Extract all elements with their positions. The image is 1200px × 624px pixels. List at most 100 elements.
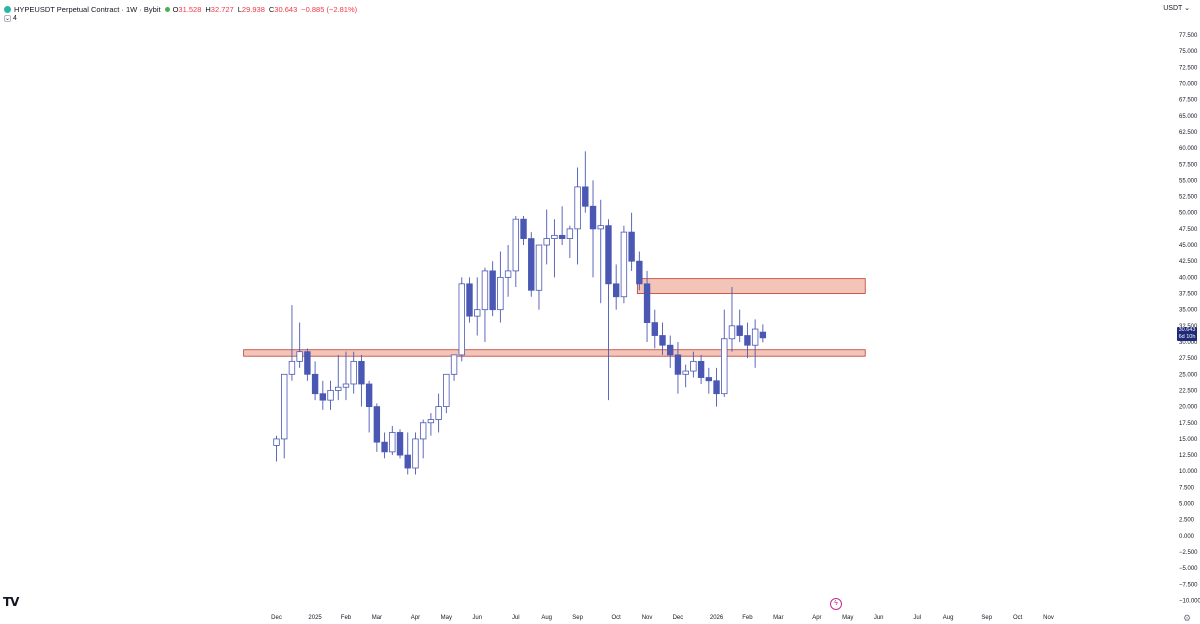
- time-tick-label: Oct: [612, 615, 622, 621]
- time-tick-label: Dec: [271, 615, 282, 621]
- candle: [659, 322, 666, 355]
- candle: [350, 351, 357, 394]
- candle-body-up: [597, 225, 604, 230]
- candle-body-down: [381, 441, 388, 453]
- candle: [751, 319, 759, 368]
- candle-body-down: [697, 360, 705, 378]
- candle: [674, 341, 682, 394]
- candle: [543, 209, 550, 265]
- candle: [474, 277, 481, 336]
- price-tick-label: 17.500: [1179, 421, 1198, 427]
- open-key: O: [172, 4, 179, 14]
- price-tick-label: −5.000: [1179, 566, 1198, 572]
- price-tick-label: 12.500: [1179, 453, 1198, 459]
- candle: [311, 361, 319, 401]
- price-tick-label: 27.500: [1179, 356, 1198, 362]
- candle-body-up: [327, 390, 334, 401]
- time-tick-label: Oct: [1013, 615, 1023, 621]
- candle: [582, 151, 589, 213]
- indicators-toggle[interactable]: ⌄ 4: [4, 15, 17, 22]
- candle: [636, 251, 643, 291]
- candle-body-up: [728, 325, 736, 340]
- candle: [620, 225, 628, 304]
- price-tick-label: 37.500: [1179, 292, 1198, 298]
- candle: [365, 380, 373, 433]
- tradingview-logo-icon[interactable]: TV: [3, 595, 20, 609]
- price-tick-label: 67.500: [1179, 98, 1198, 104]
- open-value: 31.528: [178, 4, 202, 14]
- time-tick-label: Feb: [341, 615, 352, 621]
- candle-body-up: [574, 186, 581, 230]
- candle-body-down: [365, 383, 373, 408]
- supply-zone-0: [243, 349, 866, 357]
- candle-body-down: [358, 360, 365, 385]
- time-tick-label: May: [842, 615, 853, 621]
- price-tick-label: 57.500: [1179, 162, 1198, 168]
- candle-body-up: [296, 351, 303, 362]
- price-tick-label: 60.000: [1179, 146, 1198, 152]
- candle: [605, 219, 612, 401]
- close-value: 30.643: [274, 4, 298, 14]
- candle-body-down: [589, 205, 597, 230]
- candle: [736, 309, 743, 342]
- time-tick-label: Nov: [642, 615, 653, 621]
- price-tick-label: 25.000: [1179, 372, 1198, 378]
- candle-body-down: [311, 373, 319, 395]
- candle: [612, 264, 620, 310]
- candle-body-up: [497, 276, 504, 311]
- currency-selector[interactable]: USDT ⌄: [1163, 5, 1190, 12]
- price-tick-label: 35.000: [1179, 308, 1198, 314]
- candle: [690, 351, 697, 378]
- candle-body-down: [373, 406, 381, 443]
- candle: [512, 215, 520, 288]
- candle-body-down: [558, 234, 566, 239]
- candle-body-down: [319, 393, 327, 401]
- time-tick-label: May: [441, 615, 452, 621]
- candle-body-up: [443, 373, 450, 408]
- candle: [443, 373, 450, 414]
- candle: [427, 413, 435, 436]
- candle-body-up: [512, 218, 520, 272]
- candle: [373, 403, 381, 452]
- candle-body-up: [281, 373, 288, 440]
- candle: [327, 380, 334, 410]
- candle-body-up: [273, 438, 280, 446]
- price-tick-label: 15.000: [1179, 437, 1198, 443]
- candle-body-down: [396, 432, 404, 456]
- time-tick-label: Mar: [773, 615, 783, 621]
- candle: [319, 380, 327, 410]
- candle-body-down: [736, 325, 743, 336]
- symbol-title[interactable]: HYPEUSDT Perpetual Contract · 1W · Bybit: [14, 4, 161, 14]
- price-tick-label: 50.000: [1179, 211, 1198, 217]
- gear-icon[interactable]: ⚙: [1183, 613, 1192, 623]
- candle: [481, 267, 489, 342]
- time-tick-label: Aug: [541, 615, 552, 621]
- candle: [744, 322, 751, 359]
- time-tick-label: Jun: [874, 615, 884, 621]
- candle-layer: [273, 151, 767, 475]
- high-key: H: [205, 4, 211, 14]
- candle-body-up: [504, 270, 512, 278]
- candle: [721, 309, 728, 397]
- candle: [759, 324, 767, 343]
- candle-body-up: [620, 231, 628, 298]
- candle-body-up: [551, 234, 558, 239]
- price-tick-label: 55.000: [1179, 178, 1198, 184]
- candle-body-up: [350, 360, 357, 385]
- candle-body-down: [304, 351, 311, 375]
- candle-body-down: [744, 335, 751, 346]
- price-tick-label: 72.500: [1179, 65, 1198, 71]
- candle-body-up: [335, 386, 342, 391]
- candle-body-down: [489, 270, 496, 311]
- bar-countdown: 6d 10h: [1178, 334, 1196, 340]
- candle-body-up: [543, 238, 550, 246]
- lightning-icon[interactable]: ϟ: [830, 598, 842, 610]
- candle-body-up: [412, 438, 419, 469]
- candle: [450, 354, 458, 381]
- candle-body-up: [450, 354, 458, 375]
- price-tick-label: 7.500: [1179, 485, 1195, 491]
- indicator-count: 4: [13, 15, 17, 22]
- price-tick-label: 32.500: [1179, 324, 1198, 330]
- candle: [396, 429, 404, 459]
